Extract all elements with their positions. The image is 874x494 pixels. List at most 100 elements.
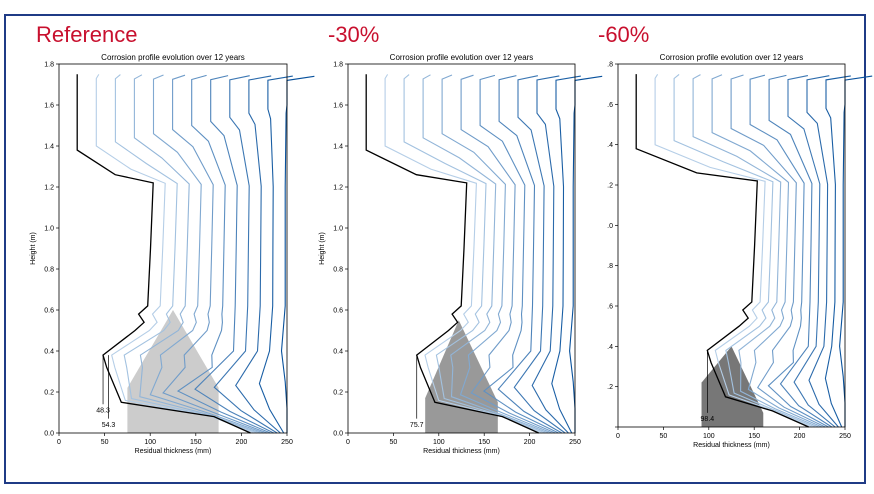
y-tick-label: 1.2	[44, 185, 54, 192]
x-tick-label: 0	[346, 439, 350, 446]
x-tick-label: 150	[190, 439, 202, 446]
x-tick-label: 0	[57, 439, 61, 446]
profile-line-1	[551, 75, 581, 434]
x-tick-label: 200	[524, 439, 536, 446]
x-tick-label: 150	[748, 433, 760, 440]
axes-frame	[58, 63, 288, 434]
x-axis-label: Residual thickness (mm)	[423, 448, 500, 455]
profile-line-10	[654, 74, 813, 428]
profile-line-9	[114, 74, 258, 434]
profile-line-0	[839, 75, 873, 427]
axes-frame	[617, 63, 846, 428]
profile-line-1	[258, 75, 293, 434]
profile-line-1	[824, 75, 851, 428]
annotation-label: 98.4	[701, 416, 715, 423]
x-tick-label: 50	[660, 433, 668, 440]
y-tick-label: 1.2	[333, 185, 343, 192]
heading-reference: Reference	[36, 22, 138, 47]
x-axis-label: Residual thickness (mm)	[135, 448, 212, 455]
profile-line-6	[730, 74, 826, 428]
y-tick-label: 1.4	[333, 144, 343, 151]
profile-line-current	[635, 74, 809, 428]
chart-1: 0 50 100 150 200 250 0.0 0.2 0.4 0.6 0.8 1.0 1.2 1.4 1…	[319, 53, 603, 455]
y-tick-label: .6	[607, 102, 613, 109]
y-axis-label: Height (m)	[319, 232, 326, 265]
chart-0: 0 50 100 150 200 250 0.0 0.2 0.4 0.6 0.8 1.0 1.2 1.4 1…	[30, 53, 315, 455]
profile-line-2	[806, 75, 839, 428]
profile-line-7	[711, 74, 823, 428]
y-tick-label: 1.6	[333, 103, 343, 110]
y-tick-label: 1.8	[333, 62, 343, 69]
profile-line-0	[569, 75, 603, 433]
profile-line-7	[441, 74, 553, 434]
heading-minus-30: -30%	[328, 22, 380, 47]
x-tick-label: 250	[569, 439, 581, 446]
chart-title: Corrosion profile evolution over 12 year…	[390, 53, 534, 62]
x-tick-label: 250	[839, 433, 851, 440]
profile-line-current	[365, 74, 539, 434]
figure-frame	[4, 14, 866, 484]
profile-line-8	[422, 74, 549, 434]
y-tick-label: 0.2	[44, 390, 54, 397]
chart-title: Corrosion profile evolution over 12 year…	[660, 53, 804, 62]
axes-frame	[347, 63, 576, 434]
y-tick-label: 0.2	[333, 390, 343, 397]
x-tick-label: 50	[101, 439, 109, 446]
y-tick-label: 0.6	[44, 308, 54, 315]
x-tick-label: 200	[794, 433, 806, 440]
profile-line-4	[497, 75, 563, 434]
profile-line-3	[213, 75, 278, 434]
chart-title: Corrosion profile evolution over 12 year…	[101, 53, 245, 62]
y-tick-label: .2	[607, 384, 613, 391]
x-tick-label: 200	[236, 439, 248, 446]
x-tick-label: 100	[144, 439, 156, 446]
y-tick-label: .0	[607, 223, 613, 230]
profile-line-10	[95, 74, 254, 434]
x-tick-label: 100	[433, 439, 445, 446]
x-tick-label: 250	[281, 439, 293, 446]
y-tick-label: .8	[607, 263, 613, 270]
profile-line-8	[133, 74, 261, 434]
x-tick-label: 50	[390, 439, 398, 446]
x-tick-label: 100	[703, 433, 715, 440]
profile-line-8	[692, 74, 819, 428]
profile-line-3	[513, 75, 566, 434]
heading-minus-60: -60%	[598, 22, 650, 47]
y-tick-label: .4	[607, 344, 613, 351]
y-tick-label: 1.0	[333, 226, 343, 233]
profile-line-7	[149, 74, 264, 434]
x-tick-label: 150	[478, 439, 490, 446]
profile-line-4	[768, 74, 833, 428]
profile-line-6	[162, 74, 268, 434]
y-tick-label: 1.6	[44, 103, 54, 110]
x-tick-label: 0	[616, 433, 620, 440]
y-tick-label: 0.6	[333, 308, 343, 315]
profile-line-6	[460, 74, 556, 434]
profile-line-5	[479, 74, 559, 434]
profile-line-9	[403, 74, 546, 434]
remaining-thickness-fill	[425, 320, 498, 433]
y-tick-label: .6	[607, 304, 613, 311]
y-tick-label: .8	[607, 62, 613, 69]
y-tick-label: .4	[607, 142, 613, 149]
y-tick-label: 0.4	[333, 349, 343, 356]
y-tick-label: 0.8	[333, 267, 343, 274]
profile-line-5	[749, 74, 829, 428]
profile-line-0	[280, 75, 315, 433]
y-tick-label: 1.4	[44, 144, 54, 151]
y-tick-label: 0.4	[44, 349, 54, 356]
profile-line-9	[673, 73, 816, 428]
annotation-label: 75.7	[410, 422, 424, 429]
y-tick-label: 1.0	[44, 226, 54, 233]
profile-line-current	[76, 74, 251, 434]
profile-line-2	[235, 75, 281, 434]
profile-line-2	[531, 75, 569, 434]
y-tick-label: 0.0	[44, 431, 54, 438]
profile-line-5	[176, 74, 271, 434]
y-tick-label: 1.8	[44, 62, 54, 69]
chart-2: 0 50 100 150 200 250 .2 .4 .6 .8 .0 .2 .4 .6 .8 Corrosi…	[607, 53, 873, 449]
y-tick-label: 0.8	[44, 267, 54, 274]
annotation-label: 54.3	[102, 422, 116, 429]
profile-line-10	[384, 74, 543, 434]
